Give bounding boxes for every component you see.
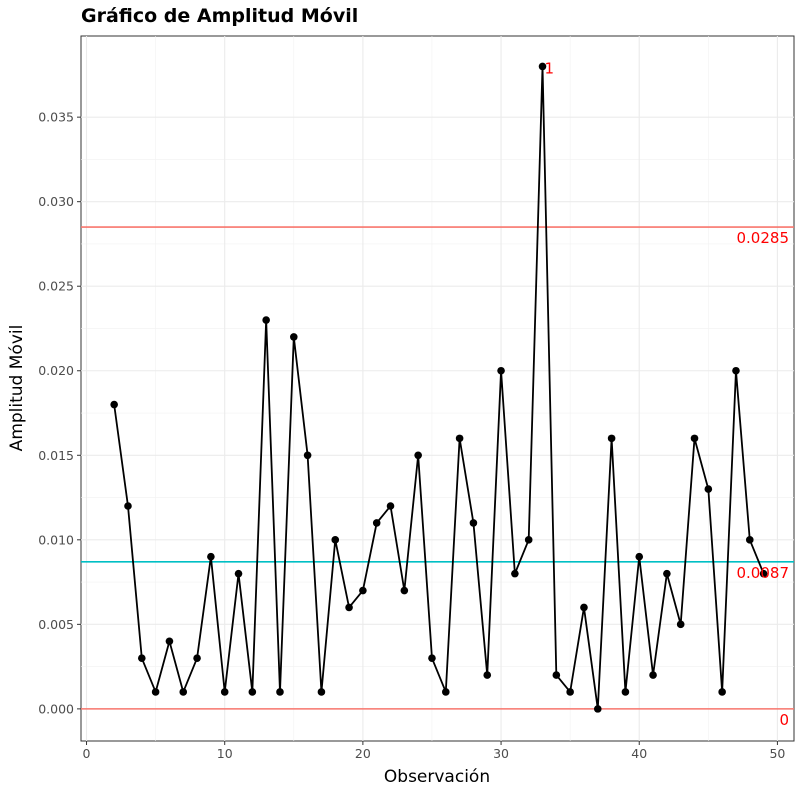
data-point	[359, 586, 367, 595]
plot-panel	[80, 35, 795, 742]
x-tick-label: 20	[355, 746, 371, 761]
control-limit-lines	[81, 226, 794, 710]
data-point	[690, 434, 699, 443]
data-point	[676, 620, 685, 629]
data-point	[759, 569, 768, 578]
series-line	[113, 65, 765, 710]
data-point	[718, 688, 726, 696]
data-point	[607, 434, 616, 443]
data-point	[331, 536, 340, 544]
control-limit-label: 0.0285	[737, 229, 790, 247]
data-point	[621, 688, 630, 696]
data-point	[151, 688, 160, 696]
data-point	[179, 688, 188, 696]
data-point	[414, 451, 422, 460]
data-point	[524, 536, 533, 544]
x-tick-label: 50	[769, 746, 785, 761]
data-point	[511, 569, 519, 578]
data-point	[441, 688, 450, 696]
data-point	[234, 569, 243, 578]
y-tick-label: 0.005	[38, 617, 74, 632]
chart-title: Gráfico de Amplitud Móvil	[81, 5, 358, 27]
data-point	[483, 671, 492, 679]
data-point	[276, 688, 284, 696]
data-point	[455, 434, 464, 443]
outlier-annotations: 1	[545, 59, 555, 77]
x-tick-label: 40	[631, 746, 647, 761]
data-point	[372, 519, 381, 527]
data-point	[663, 569, 671, 578]
data-point	[538, 62, 547, 71]
y-tick-label: 0.030	[38, 194, 74, 209]
control-limit-labels: 0.0285 0.0087 0	[737, 229, 790, 729]
y-tick-label: 0.010	[38, 532, 74, 547]
x-axis-title: Observación	[384, 767, 490, 787]
data-point	[137, 654, 146, 662]
data-point	[580, 603, 588, 612]
data-point	[303, 451, 312, 460]
grid-lines	[81, 36, 794, 741]
control-limit-label: 0.0087	[737, 564, 790, 582]
data-point	[110, 400, 118, 409]
y-tick-label: 0.015	[38, 448, 74, 463]
data-point	[428, 654, 436, 662]
data-point	[704, 485, 713, 493]
y-tick-label: 0.025	[38, 279, 74, 294]
x-tick-label: 30	[493, 746, 509, 761]
y-tick-label: 0.020	[38, 363, 74, 378]
x-tick-label: 0	[83, 746, 91, 761]
data-point	[317, 688, 326, 696]
data-point	[732, 366, 740, 375]
series-line-layer	[113, 65, 765, 710]
y-axis-ticks: 0.000 0.005 0.010 0.015 0.020 0.025 0.030 0.035	[38, 110, 81, 716]
data-point	[165, 637, 174, 646]
x-axis-ticks: 0 10 20 30 40 50	[83, 741, 785, 761]
data-point	[469, 519, 478, 527]
outlier-label: 1	[545, 59, 555, 77]
data-point	[745, 536, 754, 544]
y-tick-label: 0.000	[38, 701, 74, 716]
data-point	[497, 366, 505, 375]
x-tick-label: 10	[217, 746, 233, 761]
control-limit-label: 0	[779, 711, 789, 729]
data-point	[220, 688, 229, 696]
data-point	[124, 502, 132, 510]
y-axis-title: Amplitud Móvil	[7, 325, 27, 452]
data-point	[635, 552, 644, 561]
data-points	[110, 62, 768, 713]
data-point	[400, 586, 409, 595]
data-point	[262, 316, 270, 324]
data-point	[593, 705, 602, 713]
data-point	[566, 688, 574, 696]
data-point	[193, 654, 201, 662]
data-point	[289, 333, 298, 341]
data-point	[649, 671, 657, 679]
data-point	[207, 552, 215, 561]
data-point	[345, 603, 353, 612]
data-point	[386, 502, 395, 510]
data-point	[248, 688, 257, 696]
data-point	[552, 671, 561, 679]
y-tick-label: 0.035	[38, 110, 74, 125]
